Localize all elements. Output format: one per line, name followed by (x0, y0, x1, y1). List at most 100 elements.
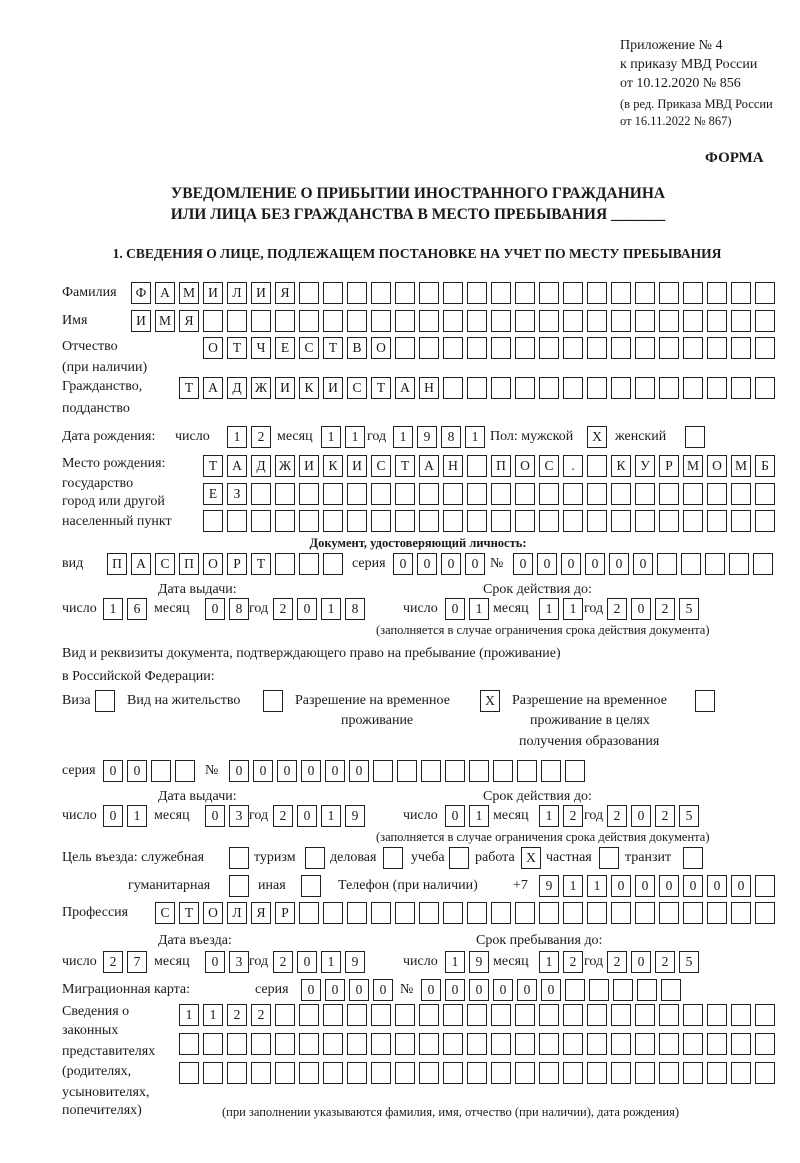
citizenship-cell[interactable]: Д (227, 377, 247, 399)
profession-cell[interactable] (731, 902, 751, 924)
doc-type-cell[interactable]: А (131, 553, 151, 575)
permit-issue-year-cell[interactable]: 2 (273, 805, 293, 827)
doc-valid-day-cell[interactable]: 1 (469, 598, 489, 620)
doc-number-cell[interactable] (705, 553, 725, 575)
temp-permit-checkbox[interactable]: X (480, 690, 500, 712)
birthplace-line-2-cell[interactable] (611, 483, 631, 505)
representatives-line-1-cell[interactable] (635, 1004, 655, 1026)
citizenship-cell[interactable] (563, 377, 583, 399)
doc-number-cell[interactable]: 0 (633, 553, 653, 575)
migration-number-cell[interactable] (589, 979, 609, 1001)
birthplace-line-3-cell[interactable] (539, 510, 559, 532)
representatives-line-1-cell[interactable] (563, 1004, 583, 1026)
representatives-line-2-cell[interactable] (275, 1033, 295, 1055)
citizenship-cell[interactable]: И (275, 377, 295, 399)
birth-month-cell[interactable]: 1 (321, 426, 341, 448)
stay-month-cell[interactable]: 2 (563, 951, 583, 973)
representatives-line-2-cell[interactable] (731, 1033, 751, 1055)
birthplace-line-2-cell[interactable] (563, 483, 583, 505)
phone-cell[interactable]: 1 (587, 875, 607, 897)
representatives-line-3-cell[interactable] (515, 1062, 535, 1084)
purpose-official-checkbox[interactable] (229, 847, 249, 869)
birthplace-line-3-cell[interactable] (707, 510, 727, 532)
permit-issue-day-cell[interactable]: 1 (127, 805, 147, 827)
representatives-line-1-cell[interactable] (443, 1004, 463, 1026)
birthplace-line-1-cell[interactable]: И (299, 455, 319, 477)
doc-type-cell[interactable] (323, 553, 343, 575)
birthplace-line-1-cell[interactable]: М (731, 455, 751, 477)
doc-type-cell[interactable]: Т (251, 553, 271, 575)
profession-cell[interactable] (635, 902, 655, 924)
profession-cell[interactable] (299, 902, 319, 924)
birthplace-line-2-cell[interactable] (683, 483, 703, 505)
entry-year-cell[interactable]: 9 (345, 951, 365, 973)
birthplace-line-3-cell[interactable] (299, 510, 319, 532)
migration-series-cell[interactable]: 0 (373, 979, 393, 1001)
surname-cell[interactable] (731, 282, 751, 304)
phone-cell[interactable]: 0 (635, 875, 655, 897)
representatives-line-3-cell[interactable] (371, 1062, 391, 1084)
surname-cell[interactable] (659, 282, 679, 304)
birthplace-line-1-cell[interactable]: К (611, 455, 631, 477)
citizenship-cell[interactable] (707, 377, 727, 399)
representatives-line-2-cell[interactable] (179, 1033, 199, 1055)
permit-number-cell[interactable] (397, 760, 417, 782)
phone-cell[interactable]: 0 (683, 875, 703, 897)
name-cell[interactable] (539, 310, 559, 332)
birthplace-line-1-cell[interactable]: У (635, 455, 655, 477)
stay-year-cell[interactable]: 2 (655, 951, 675, 973)
representatives-line-1-cell[interactable] (347, 1004, 367, 1026)
permit-issue-month-cell[interactable]: 3 (229, 805, 249, 827)
permit-issue-year-cell[interactable]: 0 (297, 805, 317, 827)
profession-cell[interactable] (395, 902, 415, 924)
representatives-line-2-cell[interactable] (755, 1033, 775, 1055)
patronymic-cell[interactable]: Е (275, 337, 295, 359)
permit-valid-day-cell[interactable]: 0 (445, 805, 465, 827)
birthplace-line-2-cell[interactable] (707, 483, 727, 505)
birthplace-line-3-cell[interactable] (467, 510, 487, 532)
birthplace-line-1-cell[interactable]: С (371, 455, 391, 477)
sex-male-checkbox[interactable]: X (587, 426, 607, 448)
surname-cell[interactable] (611, 282, 631, 304)
migration-number-cell[interactable]: 0 (541, 979, 561, 1001)
birth-year-cell[interactable]: 1 (465, 426, 485, 448)
doc-issue-month-cell[interactable]: 8 (229, 598, 249, 620)
migration-number-cell[interactable] (661, 979, 681, 1001)
profession-cell[interactable] (587, 902, 607, 924)
surname-cell[interactable] (515, 282, 535, 304)
birthplace-line-2-cell[interactable]: З (227, 483, 247, 505)
doc-number-cell[interactable]: 0 (537, 553, 557, 575)
purpose-tourism-checkbox[interactable] (305, 847, 325, 869)
name-cell[interactable] (707, 310, 727, 332)
patronymic-cell[interactable]: Т (323, 337, 343, 359)
representatives-line-3-cell[interactable] (179, 1062, 199, 1084)
permit-number-cell[interactable] (565, 760, 585, 782)
representatives-line-2-cell[interactable] (203, 1033, 223, 1055)
name-cell[interactable] (347, 310, 367, 332)
edu-permit-checkbox[interactable] (695, 690, 715, 712)
surname-cell[interactable] (299, 282, 319, 304)
birthplace-line-3-cell[interactable] (395, 510, 415, 532)
name-cell[interactable] (491, 310, 511, 332)
birth-month-cell[interactable]: 1 (345, 426, 365, 448)
doc-issue-year-cell[interactable]: 2 (273, 598, 293, 620)
representatives-line-3-cell[interactable] (419, 1062, 439, 1084)
permit-valid-year-cell[interactable]: 0 (631, 805, 651, 827)
patronymic-cell[interactable] (635, 337, 655, 359)
migration-number-cell[interactable] (637, 979, 657, 1001)
birthplace-line-1-cell[interactable] (467, 455, 487, 477)
doc-issue-month-cell[interactable]: 0 (205, 598, 225, 620)
surname-cell[interactable]: А (155, 282, 175, 304)
birthplace-line-2-cell[interactable] (587, 483, 607, 505)
surname-cell[interactable] (491, 282, 511, 304)
birthplace-line-1-cell[interactable]: П (491, 455, 511, 477)
phone-cell[interactable]: 9 (539, 875, 559, 897)
profession-cell[interactable] (563, 902, 583, 924)
profession-cell[interactable]: Л (227, 902, 247, 924)
entry-day-cell[interactable]: 2 (103, 951, 123, 973)
representatives-line-1-cell[interactable] (491, 1004, 511, 1026)
birthplace-line-3-cell[interactable] (611, 510, 631, 532)
doc-issue-year-cell[interactable]: 1 (321, 598, 341, 620)
representatives-line-2-cell[interactable] (323, 1033, 343, 1055)
name-cell[interactable] (611, 310, 631, 332)
